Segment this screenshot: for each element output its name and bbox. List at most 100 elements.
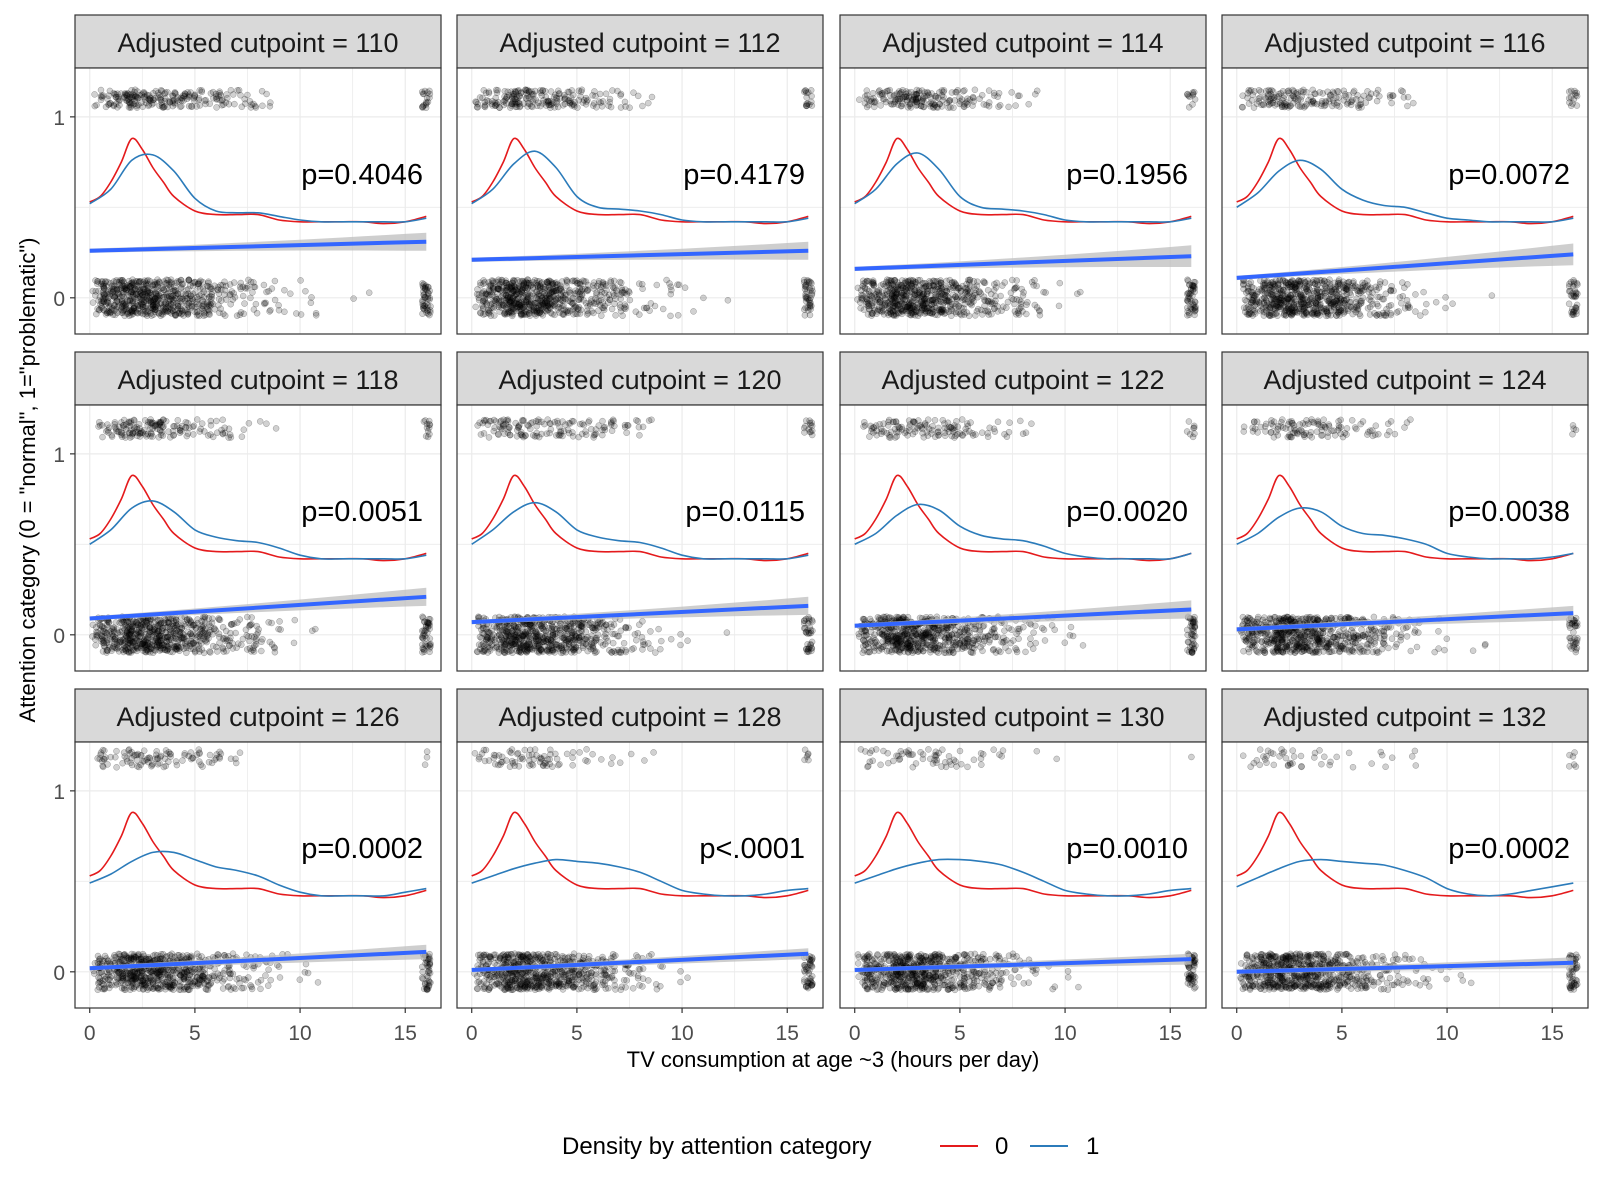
data-point <box>133 102 141 110</box>
data-point <box>195 96 202 104</box>
data-point <box>196 285 204 292</box>
data-point <box>1191 288 1198 296</box>
data-point <box>930 296 938 303</box>
data-point <box>171 101 179 108</box>
data-point <box>128 86 135 94</box>
data-point <box>636 311 643 318</box>
data-point <box>487 312 495 319</box>
data-point <box>960 87 967 95</box>
data-point <box>102 103 110 111</box>
data-point <box>116 96 124 103</box>
data-point <box>808 431 816 439</box>
data-point <box>109 311 117 318</box>
data-point <box>597 99 605 106</box>
data-point <box>801 306 808 313</box>
data-point <box>630 89 637 96</box>
data-point <box>879 308 886 315</box>
data-point <box>1567 94 1575 101</box>
data-point <box>626 296 634 304</box>
data-point <box>221 312 229 319</box>
data-point <box>213 643 220 651</box>
data-point <box>136 433 144 440</box>
data-point <box>237 279 245 287</box>
data-point <box>308 294 315 301</box>
data-point <box>209 615 216 622</box>
data-point <box>1488 292 1496 299</box>
data-point <box>1074 290 1081 298</box>
data-point <box>106 303 114 310</box>
data-point <box>961 300 969 308</box>
data-point <box>956 100 963 108</box>
data-point <box>216 96 223 104</box>
data-point <box>241 95 248 103</box>
data-point <box>166 285 173 293</box>
data-point <box>111 90 118 98</box>
data-point <box>567 94 575 101</box>
data-point <box>950 104 957 112</box>
data-point <box>216 88 223 95</box>
data-point <box>648 93 656 101</box>
data-point <box>235 86 243 94</box>
data-point <box>212 90 220 98</box>
data-point <box>612 312 619 319</box>
data-point <box>1267 281 1274 288</box>
facet-title: Adjusted cutpoint = 118 <box>118 365 399 395</box>
data-point <box>200 629 207 637</box>
data-point <box>1017 298 1025 306</box>
data-point <box>309 627 316 635</box>
data-point <box>229 91 237 98</box>
data-point <box>196 428 204 435</box>
data-point <box>151 295 159 302</box>
p-value-label: p=0.0072 <box>1448 159 1570 191</box>
facet-strip <box>74 14 442 69</box>
data-point <box>164 103 171 111</box>
data-point <box>156 294 163 302</box>
data-point <box>909 302 917 309</box>
data-point <box>242 100 249 107</box>
data-point <box>635 280 643 287</box>
data-point <box>112 91 119 98</box>
data-point <box>98 632 105 640</box>
data-point <box>215 616 223 623</box>
data-point <box>537 302 544 309</box>
data-point <box>553 100 560 107</box>
data-point <box>1313 277 1321 285</box>
data-point <box>496 423 503 431</box>
data-point <box>114 90 121 97</box>
data-point <box>1040 288 1047 296</box>
data-point <box>1399 279 1406 286</box>
data-point <box>129 430 137 437</box>
data-point <box>545 99 552 106</box>
data-point <box>1310 99 1317 106</box>
data-point <box>113 303 121 311</box>
data-point <box>97 626 104 634</box>
data-point <box>115 303 122 311</box>
data-point <box>513 93 520 101</box>
data-point <box>162 629 170 636</box>
data-point <box>241 300 248 307</box>
data-point <box>128 623 136 630</box>
data-point <box>134 93 141 101</box>
data-point <box>259 102 266 110</box>
data-point <box>123 284 131 292</box>
data-point <box>999 282 1006 289</box>
data-point <box>213 417 220 425</box>
data-point <box>171 89 179 96</box>
data-point <box>1301 303 1308 311</box>
data-point <box>516 301 523 309</box>
data-point <box>419 632 427 639</box>
data-point <box>160 104 167 111</box>
data-point <box>645 99 652 107</box>
data-point <box>185 93 193 101</box>
data-point <box>268 285 276 292</box>
data-point <box>502 420 510 428</box>
data-point <box>110 102 118 110</box>
data-point <box>135 94 142 102</box>
data-point <box>145 102 152 110</box>
data-point <box>196 637 204 645</box>
data-point <box>201 97 208 104</box>
data-point <box>1367 90 1375 98</box>
data-point <box>161 90 168 98</box>
data-point <box>931 92 939 100</box>
data-point <box>226 431 234 438</box>
